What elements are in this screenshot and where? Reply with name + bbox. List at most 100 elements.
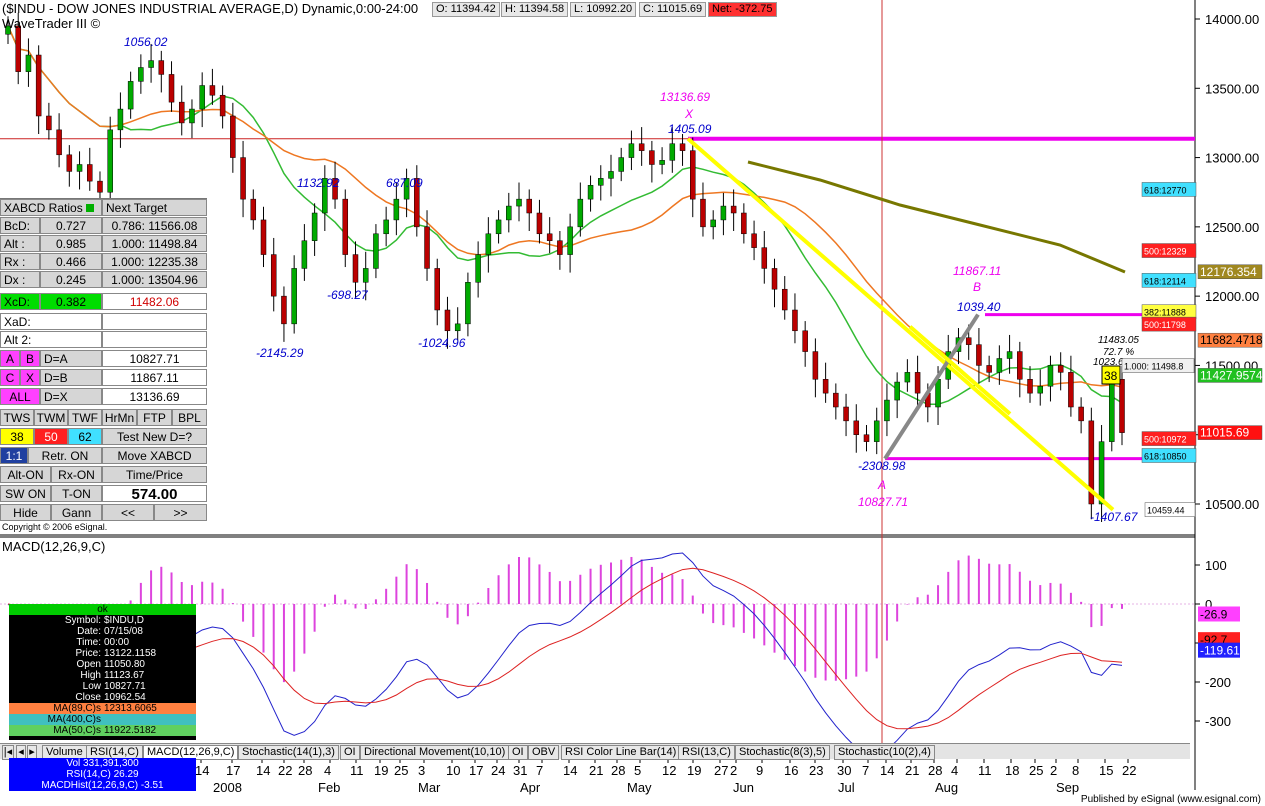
- rx-on-button[interactable]: Rx-ON: [51, 466, 102, 483]
- candle-body: [250, 198, 257, 221]
- date-tick-label: 30: [837, 763, 851, 778]
- dx-label: D=X: [40, 388, 102, 405]
- candle-body: [35, 54, 42, 117]
- ab-a-button[interactable]: A: [0, 350, 20, 367]
- volume-readout: Vol 331,391,300: [66, 758, 139, 769]
- tab-macd[interactable]: MACD(12,26,9,C): [143, 745, 239, 760]
- candle-body: [15, 25, 21, 72]
- candle-body: [158, 60, 165, 75]
- tab-scroll-first-icon[interactable]: |◂: [2, 745, 14, 760]
- info-value: 13122.1158: [104, 648, 157, 659]
- price-tag-label: 12176.354: [1200, 265, 1257, 279]
- cx-c-button[interactable]: C: [0, 369, 20, 386]
- info-key: MA(50,C)s: [53, 725, 101, 736]
- info-key: Time:: [76, 637, 101, 648]
- date-tick-label: 14: [256, 763, 270, 778]
- tab-rsi-13[interactable]: RSI(13,C): [678, 745, 735, 760]
- ac-leg-line: [908, 325, 1012, 416]
- sw-on-button[interactable]: SW ON: [0, 485, 51, 502]
- info-value: 07/15/08: [104, 626, 143, 637]
- price-tag: [1141, 316, 1197, 332]
- ratio-label: Dx :: [0, 271, 40, 288]
- macd-tag-label: -26.9: [1200, 607, 1228, 621]
- info-value: 11922.5182: [104, 725, 157, 736]
- one-one-button[interactable]: 1:1: [0, 447, 28, 464]
- date-tick-label: 24: [491, 763, 505, 778]
- tws-button[interactable]: TWS: [0, 409, 34, 426]
- candle-body: [444, 309, 451, 332]
- info-key: Symbol:: [64, 615, 101, 626]
- twf-button[interactable]: TWF: [68, 409, 102, 426]
- next-button[interactable]: >>: [154, 504, 207, 521]
- tab-stochastic-14[interactable]: Stochastic(14(1),3): [238, 745, 339, 760]
- candle-body: [853, 420, 860, 435]
- price-tick-label: 13000.00: [1205, 151, 1259, 166]
- tab-oi-2[interactable]: OI: [508, 745, 528, 760]
- ratio-label: Alt :: [0, 235, 40, 252]
- info-key: MA(400,C)s: [47, 714, 101, 725]
- ratio-label: Rx :: [0, 253, 40, 270]
- twf-value-input[interactable]: 62: [68, 428, 102, 445]
- alt-on-button[interactable]: Alt-ON: [0, 466, 51, 483]
- ftp-button[interactable]: FTP: [137, 409, 172, 426]
- rsi-readout: RSI(14,C) 26.29: [66, 769, 139, 780]
- candle-body: [178, 101, 185, 124]
- db-value: 11867.11: [102, 369, 207, 386]
- tab-stochastic-10[interactable]: Stochastic(10(2),4): [834, 745, 935, 760]
- month-label: Jul: [838, 780, 855, 795]
- tab-directional-movement[interactable]: Directional Movement(10,10): [360, 745, 510, 760]
- candle-body: [894, 381, 900, 401]
- move-xabcd-button[interactable]: Move XABCD: [102, 447, 207, 464]
- bpl-button[interactable]: BPL: [172, 409, 207, 426]
- candle-body: [935, 379, 941, 408]
- date-tick-label: 11: [978, 763, 992, 778]
- candle-body: [965, 337, 972, 345]
- test-new-button[interactable]: Test New D=?: [102, 428, 207, 445]
- candle-body: [424, 226, 430, 269]
- candle-body: [802, 330, 808, 352]
- candle-body: [986, 365, 992, 373]
- tab-oi[interactable]: OI: [340, 745, 360, 760]
- candle-body: [465, 282, 471, 325]
- tab-obv[interactable]: OBV: [528, 745, 560, 760]
- ratio-value: 0.245: [40, 271, 102, 288]
- t-on-button[interactable]: T-ON: [51, 485, 102, 502]
- all-button[interactable]: ALL: [0, 388, 40, 405]
- tab-rsi[interactable]: RSI(14,C): [86, 745, 143, 760]
- price-tag-label: 618:12114: [1144, 276, 1186, 286]
- tab-stochastic-8[interactable]: Stochastic(8(3),5): [735, 745, 830, 760]
- candle-body: [1047, 365, 1054, 387]
- info-key: Low: [82, 681, 101, 692]
- candle-body: [393, 198, 400, 221]
- twm-value-input[interactable]: 50: [34, 428, 68, 445]
- candle-body: [710, 219, 716, 228]
- swing-label: 72.7 %: [1103, 347, 1134, 358]
- date-tick-label: 25: [394, 763, 408, 778]
- date-tick-label: 8: [1072, 763, 1079, 778]
- xad-target: [102, 313, 207, 330]
- candle-body: [260, 219, 267, 255]
- candle-body: [863, 434, 870, 442]
- date-tick-label: 19: [374, 763, 388, 778]
- date-tick-label: 22: [1122, 763, 1136, 778]
- tws-value-input[interactable]: 38: [0, 428, 34, 445]
- hide-button[interactable]: Hide: [0, 504, 51, 521]
- tab-rsi-color-line-bar[interactable]: RSI Color Line Bar(14): [561, 745, 681, 760]
- retr-on-button[interactable]: Retr. ON: [28, 447, 102, 464]
- gann-button[interactable]: Gann: [51, 504, 102, 521]
- price-tick-label: 14000.00: [1205, 12, 1259, 27]
- ab-leg-line: [883, 313, 980, 460]
- macd-label: MACD(12,26,9,C): [2, 539, 106, 554]
- cx-x-button[interactable]: X: [20, 369, 40, 386]
- hrmn-button[interactable]: HrMn: [102, 409, 137, 426]
- month-label: Feb: [318, 780, 340, 795]
- info-key: Date:: [77, 626, 101, 637]
- twm-button[interactable]: TWM: [34, 409, 68, 426]
- info-key: High: [80, 670, 101, 681]
- ab-b-button[interactable]: B: [20, 350, 40, 367]
- time-price-button[interactable]: Time/Price: [102, 466, 207, 483]
- candle-body: [1017, 351, 1023, 380]
- prev-button[interactable]: <<: [102, 504, 154, 521]
